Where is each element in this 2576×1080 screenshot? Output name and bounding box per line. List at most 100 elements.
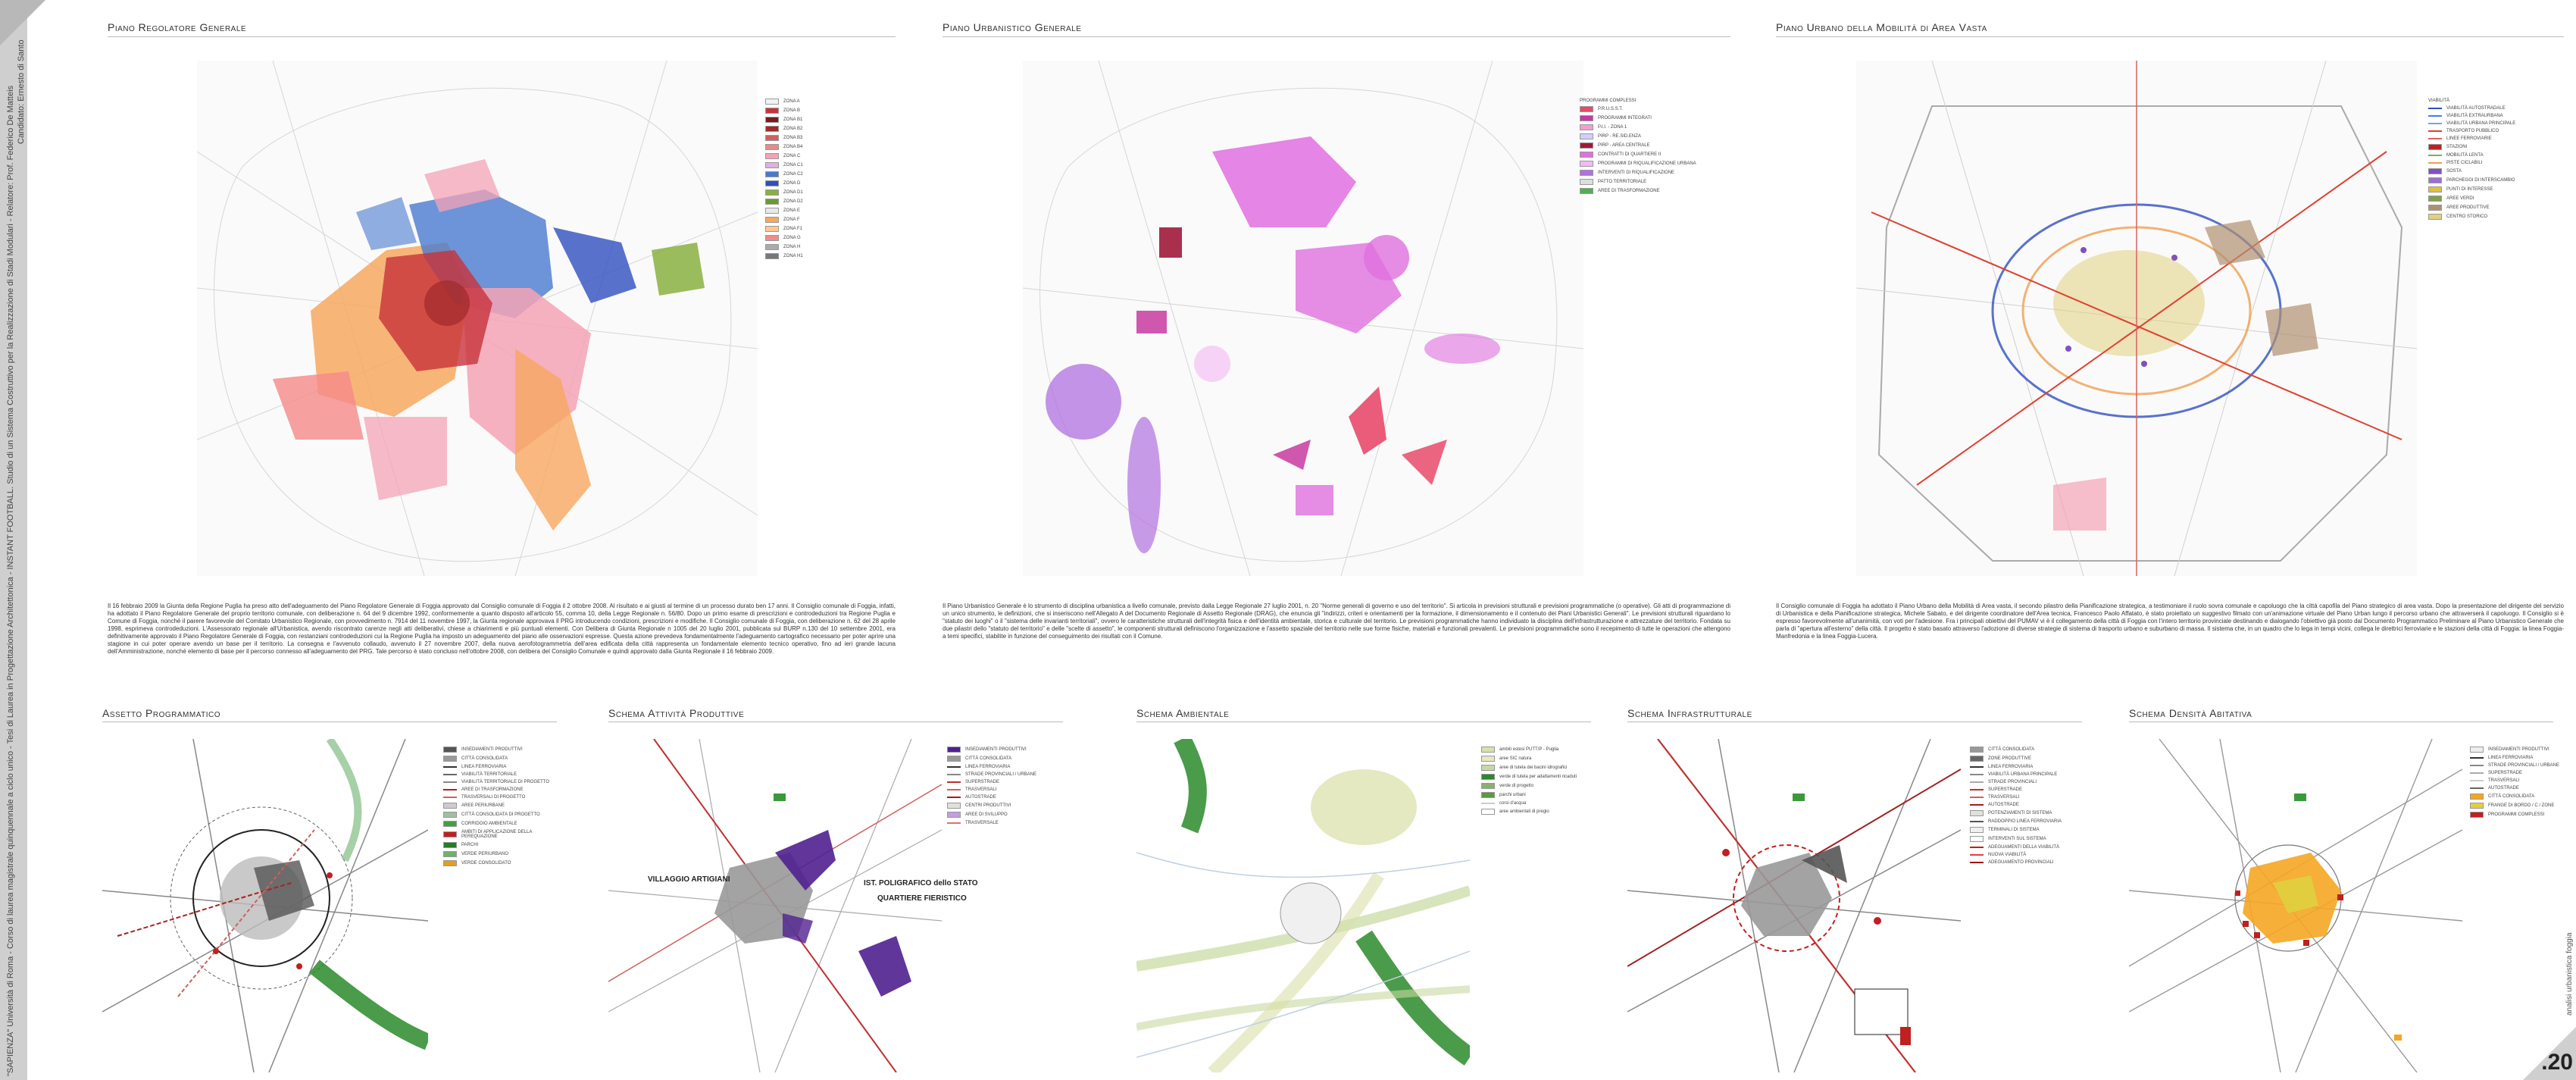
swatch [1481,774,1495,780]
swatch [2470,772,2484,774]
legend-label: TRASPORTO PUBBLICO [2446,129,2499,133]
swatch [947,766,961,768]
legend-label: ZONA F1 [783,227,803,231]
title-produttive: Schema Attività Produttive [608,707,745,719]
legend-label: SUPERSTRADE [965,780,1000,784]
legend-item: TRASVERSALE [947,821,1061,825]
legend-item: RADDOPPIO LINEA FERROVIARIA [1970,819,2084,824]
legend-item: parchi urbani [1481,792,1595,798]
legend-item: PROGRAMMI INTEGRATI [1580,115,1716,121]
swatch [1970,854,1984,856]
legend-item: ADEGUAMENTI DELLA VIABILITÀ [1970,845,2084,850]
legend-label: ZONA D2 [783,199,803,204]
swatch [1580,142,1593,149]
legend-label: VIABILITÀ URBANA PRINCIPALE [2446,121,2516,126]
legend-item: PATTO TERRITORIALE [1580,179,1716,185]
legend-item: AREE DI SVILUPPO [947,812,1061,818]
legend-item: VIABILITÀ TERRITORIALE DI PROGETTO [443,780,557,784]
swatch [1970,810,1984,816]
legend-label: VIABILITÀ TERRITORIALE [461,772,517,777]
legend-item: VIABILITÀ EXTRAURBANA [2428,114,2561,118]
legend-label: LINEA FERROVIARIA [965,765,1011,769]
label-poligrafico: IST. POLIGRAFICO dello STATO [864,879,978,887]
legend-item: CONTRATTI DI QUARTIERE II [1580,152,1716,158]
legend-label: ZONA H1 [783,254,803,258]
legend-label: PISTE CICLABILI [2446,161,2483,165]
legend-item: FRANGE DI BORDO / C / ZONE [2470,803,2561,809]
legend-item: INSEDIAMENTI PRODUTTIVI [947,747,1061,753]
swatch [2470,780,2484,781]
swatch [947,774,961,775]
swatch [1580,115,1593,121]
title-assetto: Assetto Programmatico [102,707,221,719]
page-number: .20 [2541,1050,2573,1075]
legend-prg: ZONA A ZONA B ZONA B1 ZONA B2 ZONA B3 ZO… [765,99,902,262]
legend-label: INSEDIAMENTI PRODUTTIVI [965,747,1027,752]
legend-infra: CITTÀ CONSOLIDATA ZONE PRODUTTIVE LINEA … [1970,747,2084,868]
swatch [443,747,457,753]
legend-item: AREE DI TRASFORMAZIONE [1580,188,1716,194]
swatch [947,789,961,790]
rule-prg [108,36,896,37]
legend-item: ADEGUAMENTO PROVINCIALI [1970,860,2084,865]
legend-label: ADEGUAMENTI DELLA VIABILITÀ [1988,845,2060,850]
map-pumav-svg [1856,61,2417,576]
legend-label: AMBITI DI APPLICAZIONE DELLA PEREQUAZION… [461,830,533,839]
swatch [2428,115,2442,117]
swatch [2428,205,2442,211]
swatch [2428,130,2442,132]
legend-item: VERDE PERIURBANO [443,851,557,857]
swatch [765,253,779,259]
swatch [947,747,961,753]
legend-item: CITTÀ CONSOLIDATA [443,756,557,762]
legend-label: INTERVENTI DI RIQUALIFICAZIONE [1598,171,1674,175]
legend-item: INTERVENTI SUL SISTEMA [1970,836,2084,842]
legend-item: PIRP - AREA CENTRALE [1580,142,1716,149]
legend-item: STRADE PROVINCIALI [1970,780,2084,784]
legend-label: VIABILITÀ URBANA PRINCIPALE [1988,772,2058,777]
swatch [765,244,779,250]
legend-item: VERDE CONSOLIDATO [443,860,557,866]
legend-produttive: INSEDIAMENTI PRODUTTIVI CITTÀ CONSOLIDAT… [947,747,1061,828]
legend-label: AREE PRODUTTIVE [2446,205,2490,210]
swatch [443,860,457,866]
legend-label: FRANGE DI BORDO / C / ZONE [2488,803,2555,808]
title-pug: Piano Urbanistico Generale [943,21,1082,33]
swatch [2428,144,2442,150]
swatch [2470,803,2484,809]
swatch [765,99,779,105]
legend-label: ZONA B2 [783,127,803,131]
swatch [1970,847,1984,848]
legend-label: CONTRATTI DI QUARTIERE II [1598,152,1662,157]
swatch [765,217,779,223]
legend-label: P.I.I. - ZONA 1 [1598,125,1627,130]
title-densita: Schema Densità Abitativa [2129,707,2252,719]
legend-label: TRASVERSALI [965,787,997,792]
legend-label: LINEA FERROVIARIA [1988,765,2034,769]
legend-heading: PROGRAMMI COMPLESSI [1580,99,1637,103]
legend-item: PISTE CICLABILI [2428,161,2561,165]
legend-label: ambiti estesi PUTT/P - Puglia [1499,747,1559,752]
swatch [1481,747,1495,753]
swatch [1580,124,1593,130]
legend-item: CITTÀ CONSOLIDATA [947,756,1061,762]
legend-label: corsi d'acqua [1499,801,1527,806]
swatch [1580,106,1593,112]
legend-label: ZONA C [783,154,801,158]
legend-label: LINEE FERROVIARIE [2446,136,2492,141]
map-prg-svg [197,61,758,576]
legend-item: VIABILITÀ URBANA PRINCIPALE [1970,772,2084,777]
swatch [1580,179,1593,185]
legend-item: CORRIDOIO AMBIENTALE [443,821,557,827]
legend-item: TRASVERSALI DI PROGETTO [443,795,557,800]
legend-item: PUNTI DI INTERESSE [2428,186,2561,193]
map-produttive [608,739,942,1072]
map-pug [1023,61,1583,576]
legend-item: AMBITI DI APPLICAZIONE DELLA PEREQUAZION… [443,830,557,839]
legend-item: SUPERSTRADE [2470,771,2561,775]
swatch [443,812,457,818]
swatch [443,774,457,775]
legend-item: STRADE PROVINCIALI / URBANE [2470,763,2561,768]
legend-item: P.R.U.S.S.T. [1580,106,1716,112]
legend-item: PIRP - RE.SID.ENZA [1580,133,1716,139]
